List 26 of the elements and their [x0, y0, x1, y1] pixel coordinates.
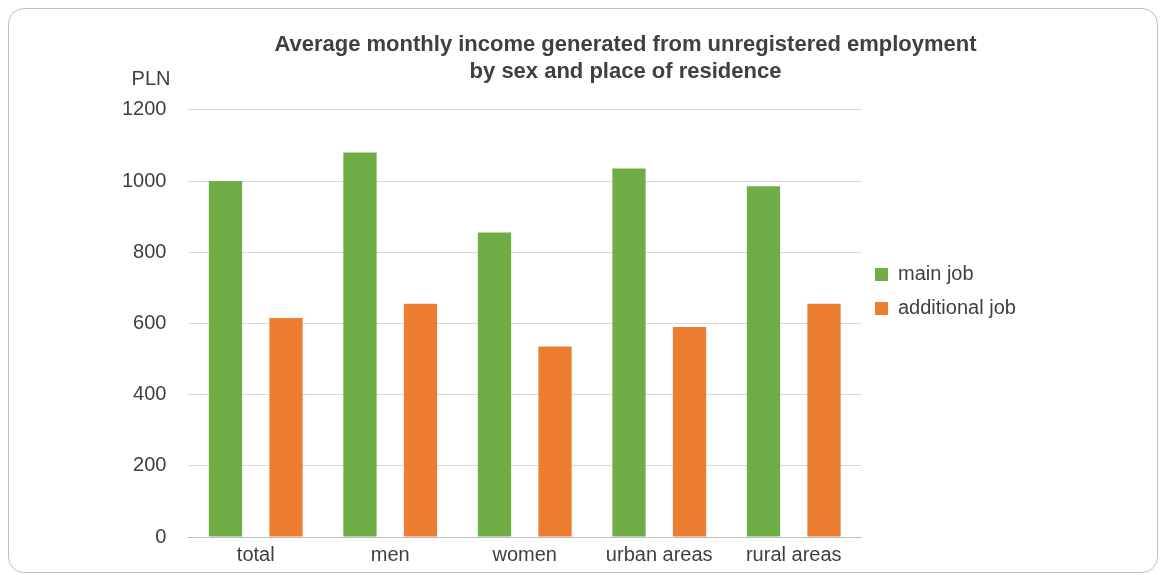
bar	[807, 303, 841, 537]
y-axis-title: PLN	[131, 67, 171, 90]
x-tick-label: urban areas	[605, 542, 713, 565]
bar	[538, 346, 572, 537]
bar	[477, 232, 512, 537]
legend-label: additional job	[898, 296, 1016, 319]
y-tick-label: 800	[133, 239, 167, 262]
x-tick-label: total	[236, 542, 275, 565]
bar	[403, 303, 438, 537]
y-tick-label: 200	[133, 453, 167, 476]
y-tick-label: 0	[155, 524, 167, 547]
bar	[612, 168, 646, 537]
bar	[672, 326, 707, 537]
bar	[343, 152, 377, 537]
chart-title: Average monthly income generated from unregistered employment by sex and place of residence	[274, 31, 978, 83]
legend-label: main job	[898, 262, 974, 285]
y-tick-label: 1000	[121, 168, 167, 191]
x-tick-label: men	[370, 542, 410, 565]
bar	[746, 186, 781, 537]
bar	[208, 181, 243, 537]
x-tick-label: rural areas	[745, 542, 842, 565]
bar	[269, 318, 303, 537]
y-tick-label: 400	[133, 382, 167, 405]
y-tick-label: 1200	[121, 97, 167, 120]
y-tick-label: 600	[133, 310, 167, 333]
x-tick-label: women	[491, 542, 557, 565]
